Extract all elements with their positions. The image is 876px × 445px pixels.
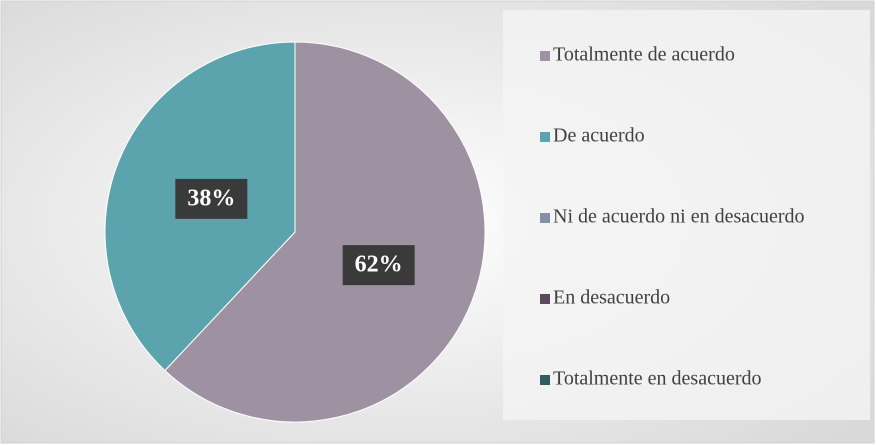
legend-label: De acuerdo [553, 125, 645, 147]
legend-label: En desacuerdo [553, 287, 670, 309]
data-label: 62% [355, 252, 403, 278]
legend-label: Totalmente en desacuerdo [553, 368, 762, 390]
data-label: 38% [187, 185, 235, 211]
pie-slice [164, 41, 486, 423]
legend-label: Ni de acuerdo ni en desacuerdo [553, 206, 805, 228]
legend-swatch [540, 213, 550, 223]
legend-box [503, 10, 870, 420]
legend-swatch [540, 294, 550, 304]
data-label-box [342, 245, 415, 286]
legend-swatch [540, 132, 550, 142]
legend-swatch [540, 375, 550, 385]
data-label-box [175, 178, 248, 219]
legend-label: Totalmente de acuerdo [553, 44, 735, 66]
legend-swatch [540, 51, 550, 61]
